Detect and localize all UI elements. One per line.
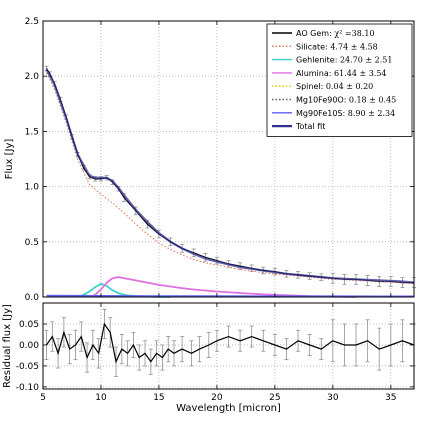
series-line-3 bbox=[89, 276, 357, 298]
spectrum-panel: 0.0 0.5 1.0 1.5 2.0 2.5 Flux [Jy] bbox=[4, 17, 416, 303]
plot-frame bbox=[42, 302, 415, 390]
legend-box bbox=[266, 23, 413, 137]
y-tick-label: 0.00 bbox=[19, 341, 39, 351]
legend-value: 0.18 ± 0.45 bbox=[349, 96, 396, 105]
legend-value: 4.74 ± 4.58 bbox=[330, 42, 377, 51]
legend-name: Gehlenite: bbox=[296, 56, 340, 65]
plot-frame bbox=[42, 20, 415, 298]
y-tick-label: 0.5 bbox=[25, 238, 39, 248]
y-tick-label: 2.5 bbox=[25, 17, 39, 27]
legend-name: Mg10Fe90O: bbox=[296, 96, 349, 105]
y-tick-label: -0.10 bbox=[16, 383, 40, 393]
legend-value: 24.70 ± 2.51 bbox=[340, 56, 393, 65]
residual-panel: -0.10 -0.05 0.00 0.05 5 10 15 20 25 30 35 Residual … bbox=[2, 302, 416, 414]
y-tick-label: 0.0 bbox=[25, 293, 40, 303]
legend-value: χ² =38.10 bbox=[334, 29, 374, 38]
legend-entry-6: Mg90Fe10S: 8.90 ± 2.34 bbox=[296, 109, 395, 118]
legend-name: Alumina: bbox=[296, 69, 334, 78]
x-tick-label: 30 bbox=[327, 393, 339, 403]
legend-name: Total fit bbox=[295, 122, 325, 131]
x-tick-label: 15 bbox=[153, 393, 164, 403]
y-tick-label: 2.0 bbox=[25, 72, 40, 82]
legend-name: Silicate: bbox=[296, 42, 330, 51]
y-tick-label: 0.05 bbox=[19, 320, 39, 330]
series-line-6 bbox=[46, 294, 415, 298]
y-tick-label: 1.5 bbox=[25, 127, 39, 137]
y-tick-label: -0.05 bbox=[16, 362, 39, 372]
legend-value: 0.04 ± 0.20 bbox=[326, 82, 373, 91]
series-line-0 bbox=[46, 322, 415, 364]
legend-entry-1: Silicate: 4.74 ± 4.58 bbox=[296, 42, 378, 51]
y-tick-label: 1.0 bbox=[25, 183, 40, 193]
legend-name: Mg90Fe10S: bbox=[296, 109, 348, 118]
legend-entry-4: Spinel: 0.04 ± 0.20 bbox=[296, 82, 373, 91]
legend-value: 61.44 ± 3.54 bbox=[334, 69, 387, 78]
legend-value: 8.90 ± 2.34 bbox=[348, 109, 395, 118]
series-line-7 bbox=[45, 69, 415, 284]
legend-name: AO Gem: bbox=[296, 29, 334, 38]
x-tick-label: 20 bbox=[211, 393, 223, 403]
legend-entry-2: Gehlenite: 24.70 ± 2.51 bbox=[296, 56, 392, 65]
legend: AO Gem: χ² =38.10 Silicate: 4.74 ± 4.58 Ge… bbox=[266, 23, 413, 137]
x-tick-label: 5 bbox=[40, 393, 46, 403]
x-tick-label: 10 bbox=[95, 393, 107, 403]
legend-entry-7: Total fit bbox=[295, 122, 325, 131]
y-axis-label: Residual flux [Jy] bbox=[2, 304, 13, 388]
y-axis-label: Flux [Jy] bbox=[4, 139, 15, 180]
legend-entry-0: AO Gem: χ² =38.10 bbox=[296, 29, 375, 38]
legend-entry-3: Alumina: 61.44 ± 3.54 bbox=[296, 69, 387, 78]
legend-name: Spinel: bbox=[296, 82, 326, 91]
x-tick-label: 25 bbox=[269, 393, 280, 403]
x-axis-label: Wavelength [micron] bbox=[176, 403, 281, 414]
legend-entry-5: Mg10Fe90O: 0.18 ± 0.45 bbox=[296, 96, 396, 105]
x-tick-label: 35 bbox=[385, 393, 396, 403]
